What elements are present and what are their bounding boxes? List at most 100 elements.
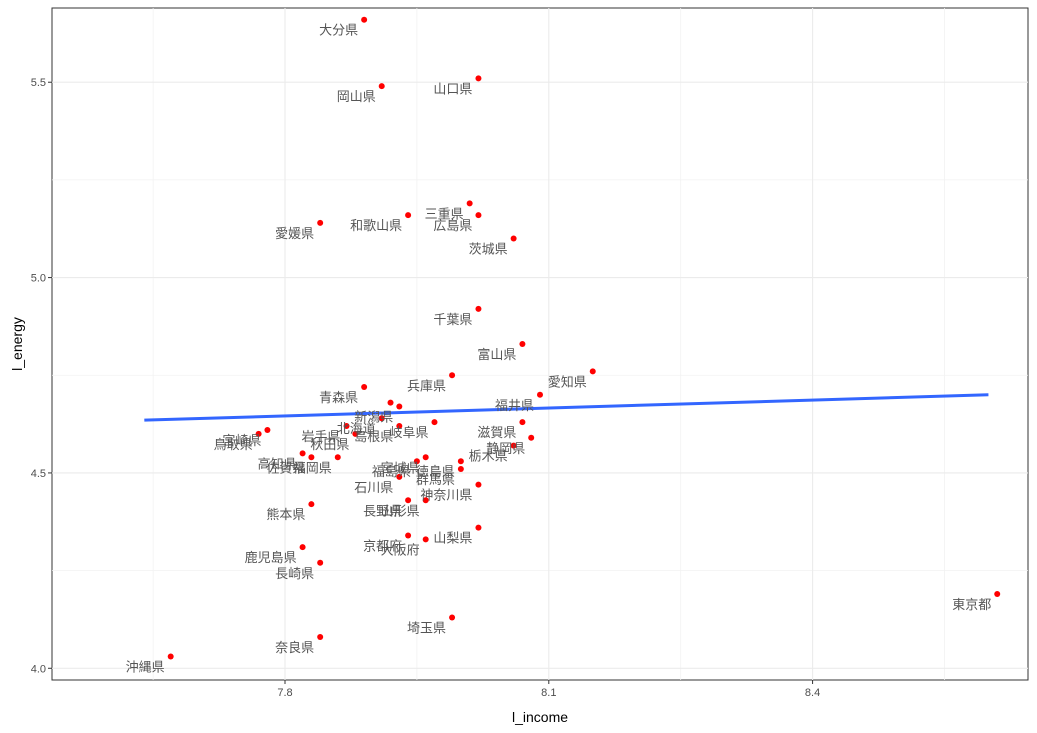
y-tick-label: 5.5 [31, 77, 46, 89]
data-point [466, 200, 473, 207]
data-point [422, 454, 429, 461]
point-label: 福島県 [372, 465, 411, 480]
point-label: 岩手県 [302, 430, 341, 445]
point-label: 愛媛県 [275, 227, 314, 242]
point-label: 山形県 [381, 504, 420, 519]
data-point [457, 458, 464, 465]
data-point [449, 614, 456, 621]
point-label: 熊本県 [266, 507, 305, 523]
point-label: 群馬県 [416, 473, 455, 488]
point-label: 大阪府 [381, 543, 420, 558]
data-point [422, 497, 429, 504]
point-label: 長野県 [363, 504, 402, 519]
data-point [352, 430, 359, 437]
point-label: 佐賀県 [266, 461, 305, 476]
x-axis-title: l_income [512, 709, 568, 725]
data-point [994, 591, 1001, 598]
point-label: 長崎県 [275, 567, 314, 582]
point-label: 山梨県 [433, 532, 472, 547]
point-label: 茨城県 [469, 243, 508, 258]
data-point [519, 419, 526, 426]
data-point [396, 473, 403, 480]
data-point [457, 466, 464, 473]
y-tick-label: 4.0 [31, 663, 46, 675]
data-point [449, 372, 456, 379]
data-point [396, 403, 403, 410]
data-point [475, 212, 482, 219]
y-tick-label: 4.5 [31, 468, 46, 480]
data-point [475, 305, 482, 312]
point-label: 宮崎県 [222, 433, 261, 449]
point-label: 福岡県 [293, 461, 332, 476]
trend-line-group [144, 393, 989, 422]
point-label: 沖縄県 [126, 661, 165, 676]
data-point [317, 634, 324, 641]
point-label: 新潟県 [354, 410, 393, 426]
data-point [537, 391, 543, 398]
data-point [510, 235, 517, 242]
points-group [167, 16, 1001, 660]
data-point [589, 368, 596, 375]
data-point [405, 212, 412, 219]
point-label: 京都府 [363, 539, 402, 554]
point-label: 青森県 [319, 391, 358, 406]
point-label: 山口県 [433, 82, 472, 97]
data-point [299, 544, 306, 551]
x-tick-label: 8.1 [541, 687, 556, 699]
data-point [317, 559, 324, 566]
point-label: 奈良県 [275, 640, 314, 656]
point-label: 石川県 [354, 481, 393, 496]
point-label: 島根県 [354, 430, 393, 445]
data-point [519, 341, 526, 347]
point-label: 岡山県 [337, 90, 376, 105]
data-point [361, 16, 368, 23]
data-point [343, 423, 350, 430]
point-label: 千葉県 [433, 313, 472, 328]
point-label: 和歌山県 [350, 219, 402, 234]
point-label: 福井県 [495, 399, 534, 414]
point-label: 三重県 [425, 206, 464, 222]
data-point [387, 399, 394, 406]
x-tick-label: 7.8 [277, 687, 292, 699]
panel-background [51, 7, 1029, 681]
point-label: 栃木県 [469, 450, 508, 465]
data-point [413, 458, 420, 465]
data-point [317, 219, 324, 226]
y-axis-title: l_energy [9, 317, 25, 371]
data-point [431, 419, 438, 426]
point-label: 広島県 [433, 219, 472, 234]
point-label: 神奈川県 [420, 489, 472, 504]
data-point [308, 454, 315, 461]
data-point [405, 497, 412, 504]
point-label: 滋賀県 [477, 426, 516, 441]
data-point [422, 536, 429, 543]
data-point [475, 481, 482, 488]
y-tick-label: 5.0 [31, 273, 46, 285]
point-label: 富山県 [477, 347, 516, 363]
point-label: 大分県 [319, 24, 358, 39]
axes-group: 7.8 8.1 8.4 4.0 4.5 5.0 5.5 [31, 77, 821, 699]
grid [52, 8, 1028, 680]
data-point [308, 501, 315, 508]
x-tick-label: 8.4 [805, 687, 820, 699]
trend-line [144, 393, 989, 422]
point-label: 岐阜県 [389, 425, 428, 441]
point-label: 秋田県 [310, 438, 349, 453]
data-point [396, 423, 403, 430]
data-point [361, 383, 368, 390]
point-label: 鹿児島県 [245, 550, 297, 566]
data-point [405, 532, 412, 539]
data-point [528, 434, 535, 441]
point-label: 静岡県 [486, 442, 525, 457]
data-point [264, 426, 271, 433]
point-label: 埼玉県 [407, 621, 446, 636]
data-point [299, 450, 306, 457]
point-label: 徳島県 [416, 465, 455, 480]
point-label: 兵庫県 [407, 379, 446, 394]
data-point [255, 430, 262, 437]
data-point [475, 75, 482, 82]
point-label: 鳥取県 [214, 438, 253, 453]
data-point [378, 83, 385, 90]
